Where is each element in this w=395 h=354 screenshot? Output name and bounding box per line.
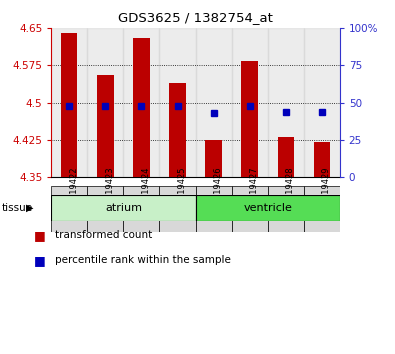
Bar [196, 186, 231, 232]
Bar [160, 28, 196, 177]
Text: GSM119425: GSM119425 [177, 166, 186, 217]
Text: GSM119423: GSM119423 [105, 166, 115, 217]
Bar [278, 137, 294, 177]
Bar [304, 28, 340, 177]
Bar [51, 28, 87, 177]
Text: GSM119426: GSM119426 [214, 166, 222, 217]
Text: GSM119428: GSM119428 [286, 166, 295, 217]
Bar [241, 61, 258, 177]
Title: GDS3625 / 1382754_at: GDS3625 / 1382754_at [118, 11, 273, 24]
Bar [61, 33, 77, 177]
Bar [87, 186, 123, 232]
Bar [196, 28, 231, 177]
Bar [87, 28, 123, 177]
Bar [134, 38, 150, 177]
Text: ventricle: ventricle [243, 203, 292, 213]
Bar [205, 140, 222, 177]
Text: ■: ■ [34, 254, 45, 267]
Bar [123, 28, 160, 177]
Text: transformed count: transformed count [55, 230, 152, 240]
Bar [304, 186, 340, 232]
Text: GSM119424: GSM119424 [141, 166, 150, 217]
Text: ▶: ▶ [26, 203, 34, 213]
Bar [196, 195, 340, 221]
Bar [314, 142, 330, 177]
Text: GSM119422: GSM119422 [70, 166, 78, 217]
Text: GSM119427: GSM119427 [250, 166, 259, 217]
Bar [97, 75, 113, 177]
Text: atrium: atrium [105, 203, 142, 213]
Bar [160, 186, 196, 232]
Bar [231, 186, 267, 232]
Text: percentile rank within the sample: percentile rank within the sample [55, 255, 231, 265]
Text: tissue: tissue [2, 203, 33, 213]
Bar [267, 186, 304, 232]
Bar [51, 195, 196, 221]
Text: ■: ■ [34, 229, 45, 242]
Bar [123, 186, 160, 232]
Bar [51, 186, 87, 232]
Bar [231, 28, 267, 177]
Bar [267, 28, 304, 177]
Bar [169, 83, 186, 177]
Text: GSM119429: GSM119429 [322, 166, 331, 217]
